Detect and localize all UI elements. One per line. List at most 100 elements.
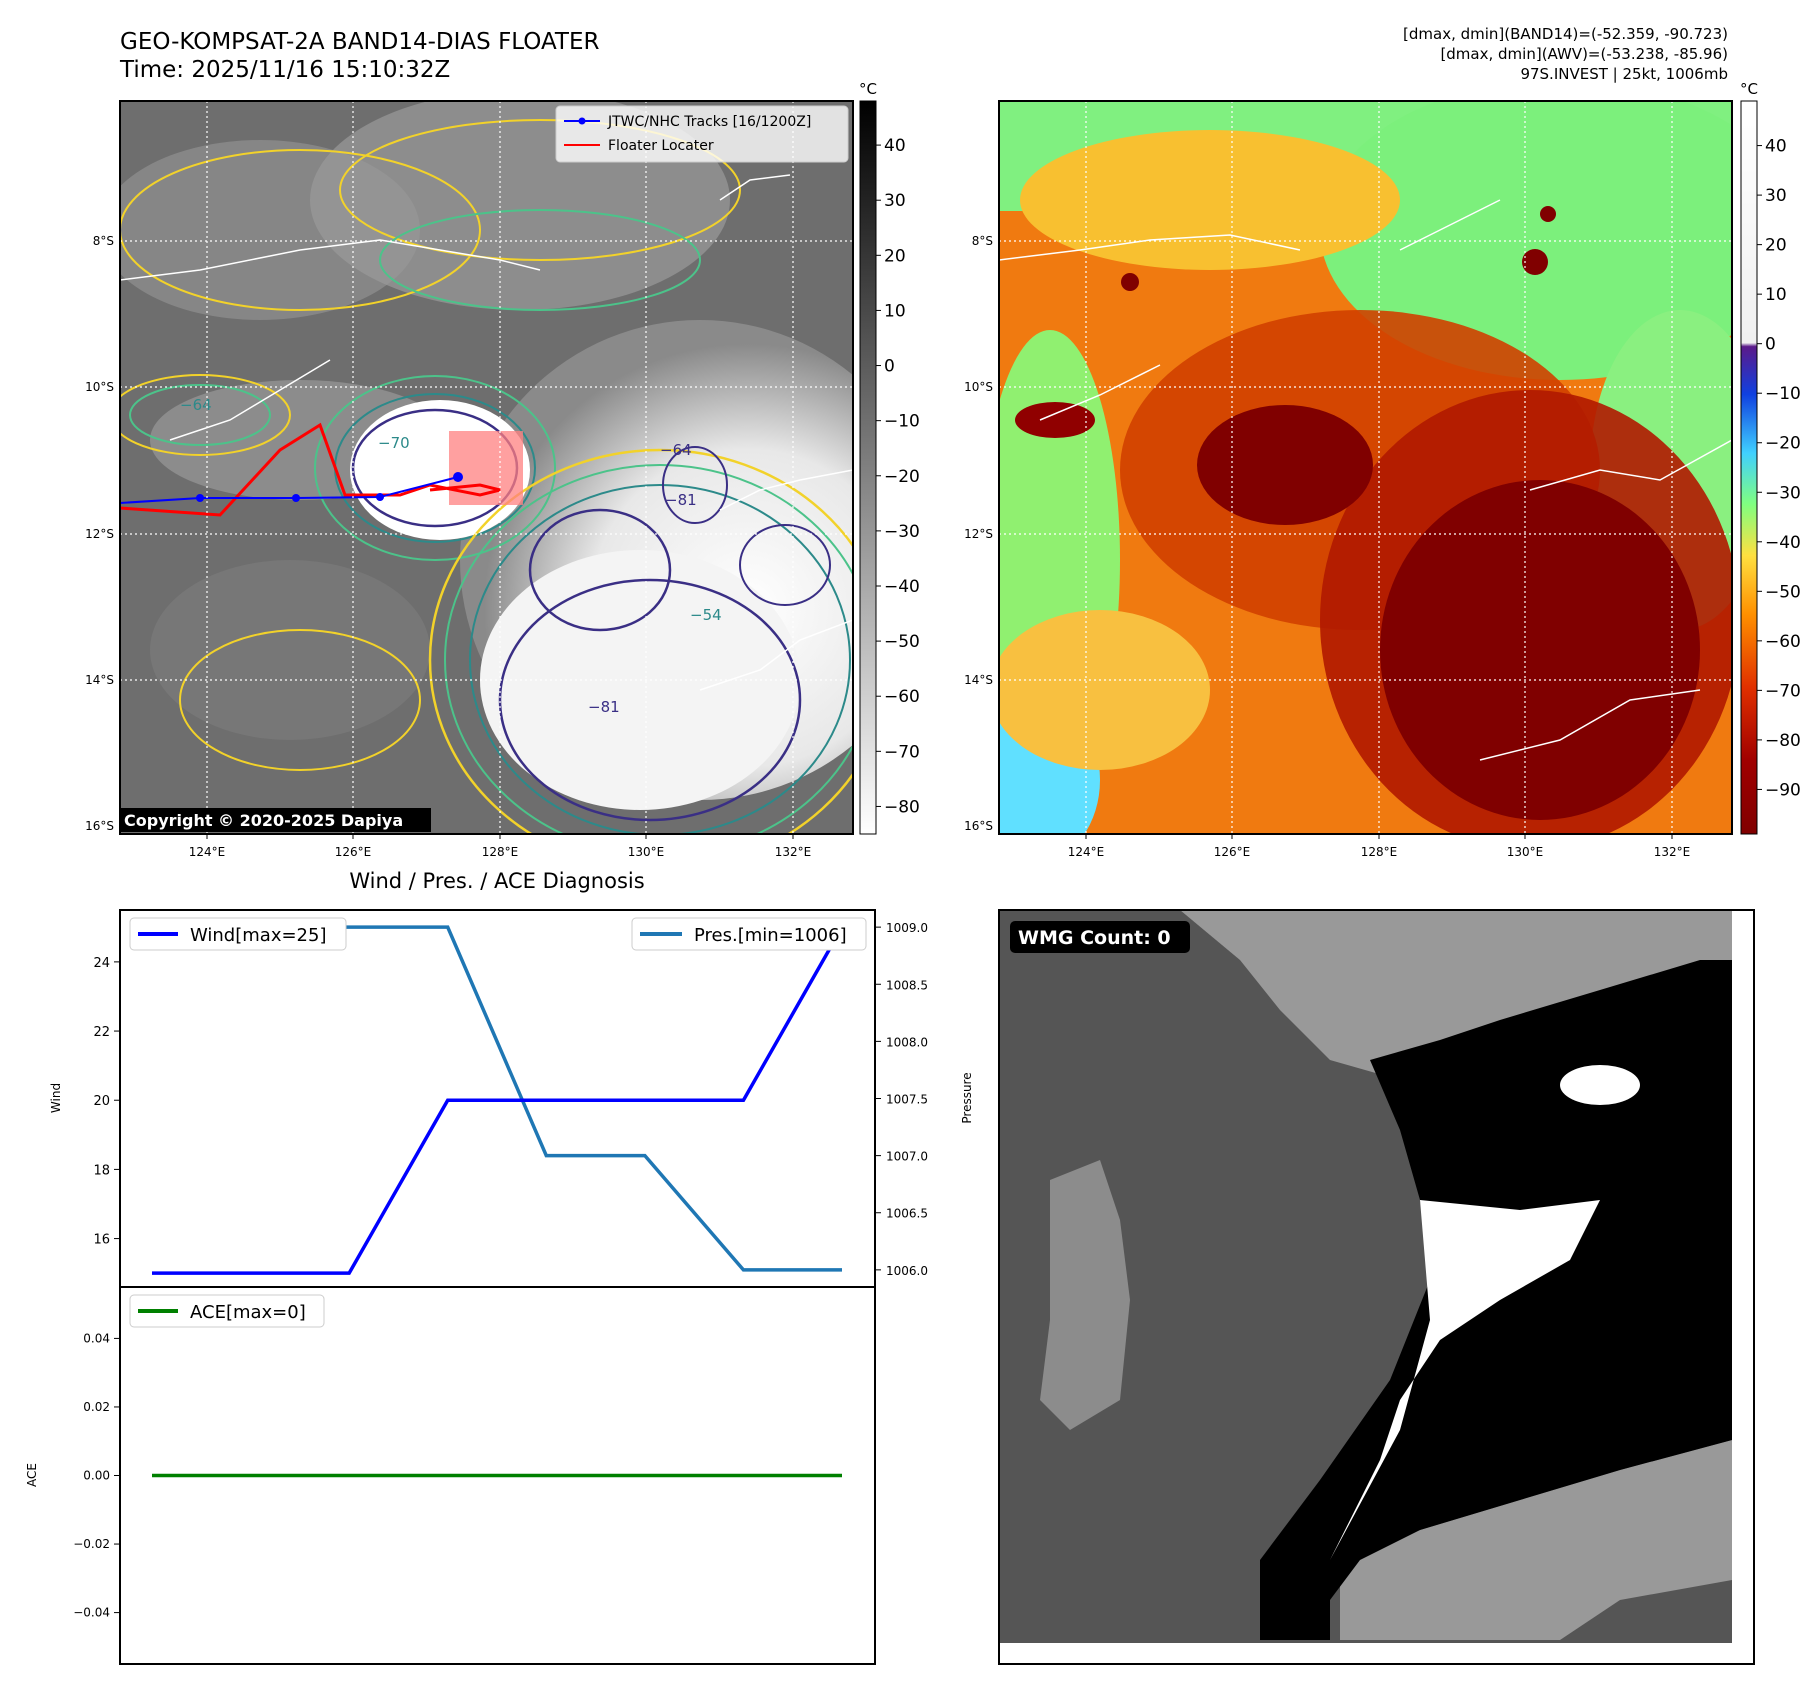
pressure-tick-label: 1006.5 xyxy=(886,1207,928,1221)
legend-label: JTWC/NHC Tracks [16/1200Z] xyxy=(607,114,811,130)
awv-cbar-tick-label: −20 xyxy=(1765,434,1801,454)
legend-marker-track xyxy=(578,117,586,125)
stats-block: [dmax, dmin](BAND14)=(-52.359, -90.723) … xyxy=(1403,24,1728,84)
awv-cbar-tick-label: 0 xyxy=(1765,335,1776,355)
figure-title: GEO-KOMPSAT-2A BAND14-DIAS FLOATER Time:… xyxy=(120,28,600,84)
ir-cbar-tick-label: −10 xyxy=(884,412,920,432)
title-line-1: GEO-KOMPSAT-2A BAND14-DIAS FLOATER xyxy=(120,29,600,55)
ace-tick-label: −0.04 xyxy=(73,1606,110,1620)
map-axis-ticks: 124°E 126°E 128°E 130°E 132°E 8°S 10°S 12°S 14°S… xyxy=(85,234,1690,859)
lon-tick-label: 130°E xyxy=(628,845,665,859)
awv-cbar-tick-label: −80 xyxy=(1765,731,1801,751)
lat-tick-label: 12°S xyxy=(85,527,114,541)
pressure-tick-label: 1009.0 xyxy=(886,921,928,935)
title-line-2: Time: 2025/11/16 15:10:32Z xyxy=(120,57,451,83)
awv-cbar-tick-label: −90 xyxy=(1765,780,1801,800)
ir-cbar-tick-label: −50 xyxy=(884,632,920,652)
awv-cbar-tick-label: −10 xyxy=(1765,384,1801,404)
lat-tick-label: 14°S xyxy=(964,673,993,687)
pressure-tick-label: 1008.0 xyxy=(886,1035,928,1049)
wmg-white-patch xyxy=(1560,1065,1640,1105)
ace-tick-label: 0.04 xyxy=(83,1331,110,1345)
lon-tick-label: 124°E xyxy=(1068,845,1105,859)
ace-axis-label: ACE xyxy=(25,1463,39,1487)
wind-series-line xyxy=(152,926,844,1275)
wmg-count-label: WMG Count: 0 xyxy=(1018,927,1171,949)
awv-grid xyxy=(999,101,1732,834)
awv-cbar-tick-label: −70 xyxy=(1765,681,1801,701)
wind-tick-label: 16 xyxy=(93,1233,110,1248)
track-point xyxy=(292,494,300,502)
awv-panel: °C 40 30 20 10 0 −10 −20 −30 −40 −50 −60 −70 −80 −90 xyxy=(998,80,1801,835)
lon-tick-label: 124°E xyxy=(189,845,226,859)
diagnosis-lines xyxy=(152,925,844,1478)
floater-locater-line xyxy=(120,422,501,517)
wmg-region-gray-top xyxy=(1180,910,1732,1080)
ir-cbar-tick-label: 20 xyxy=(884,246,906,266)
ir-cbar-tick-label: 30 xyxy=(884,191,906,211)
awv-cbar-tick-label: 40 xyxy=(1765,137,1787,157)
ir-cbar-tick-label: −80 xyxy=(884,797,920,817)
lat-tick-label: 16°S xyxy=(85,819,114,833)
diagnosis-title: Wind / Pres. / ACE Diagnosis xyxy=(349,869,644,893)
wind-legend: Wind[max=25] xyxy=(129,917,347,951)
awv-cbar-tick-label: 20 xyxy=(1765,236,1787,256)
track-point xyxy=(376,493,384,501)
awv-image xyxy=(999,101,1732,834)
ir-cbar-tick-label: −40 xyxy=(884,577,920,597)
ir-panel: −64 −70 −64 −81 −81 −54 JTWC/NHC Tracks … xyxy=(119,80,920,835)
lon-tick-label: 128°E xyxy=(482,845,519,859)
ir-cbar-tick-label: 10 xyxy=(884,301,906,321)
wmg-frame xyxy=(998,909,1755,1665)
lat-tick-label: 10°S xyxy=(85,380,114,394)
contour-label: −64 xyxy=(660,441,692,459)
lat-tick-label: 8°S xyxy=(93,234,114,248)
pressure-tick-label: 1008.5 xyxy=(886,978,928,992)
ir-colorbar-ticks: 40 30 20 10 0 −10 −20 −30 −40 −50 −60 −70 −80 xyxy=(876,136,920,817)
contour-label: −70 xyxy=(378,434,410,452)
ir-colorbar xyxy=(859,100,877,835)
wmg-region-gray-left xyxy=(1040,1160,1130,1430)
lon-tick-label: 128°E xyxy=(1361,845,1398,859)
ir-legend: JTWC/NHC Tracks [16/1200Z] Floater Locat… xyxy=(555,105,849,163)
contour-label: −81 xyxy=(588,698,620,716)
ace-tick-label: 0.00 xyxy=(83,1469,110,1483)
ir-image: −64 −70 −64 −81 −81 −54 xyxy=(120,101,853,834)
ir-cbar-tick-label: −70 xyxy=(884,742,920,762)
awv-cbar-tick-label: −50 xyxy=(1765,582,1801,602)
ir-grid xyxy=(120,101,853,834)
track-point xyxy=(453,472,463,482)
ir-frame xyxy=(119,100,854,835)
lat-tick-label: 14°S xyxy=(85,673,114,687)
ir-cbar-tick-label: −30 xyxy=(884,522,920,542)
wmg-count-badge xyxy=(1010,921,1190,953)
copyright-badge xyxy=(120,808,431,832)
track-point xyxy=(196,494,204,502)
awv-cbar-tick-label: −60 xyxy=(1765,632,1801,652)
lat-tick-label: 16°S xyxy=(964,819,993,833)
wmg-region-white xyxy=(1330,1200,1600,1560)
ace-legend: ACE[max=0] xyxy=(129,1294,325,1328)
wmg-panel: WMG Count: 0 xyxy=(998,909,1755,1665)
lon-tick-label: 130°E xyxy=(1507,845,1544,859)
legend-label: Floater Locater xyxy=(608,138,714,154)
pressure-legend: Pres.[min=1006] xyxy=(631,917,867,951)
legend-label-ace: ACE[max=0] xyxy=(190,1302,306,1323)
diagnosis-ticks: 16 18 20 22 24 1006.0 1006.5 1007.0 1007.5 1008.0… xyxy=(73,921,928,1619)
wind-tick-label: 24 xyxy=(93,956,110,971)
wind-tick-label: 22 xyxy=(93,1025,110,1040)
awv-cbar-tick-label: −30 xyxy=(1765,483,1801,503)
lon-tick-label: 126°E xyxy=(335,845,372,859)
pressure-tick-label: 1007.5 xyxy=(886,1093,928,1107)
wind-axis-label: Wind xyxy=(49,1083,63,1113)
contour-label: −81 xyxy=(665,491,697,509)
ir-cbar-tick-label: 0 xyxy=(884,357,895,377)
ir-cbar-tick-label: 40 xyxy=(884,136,906,156)
lat-tick-label: 10°S xyxy=(964,380,993,394)
legend-label-pressure: Pres.[min=1006] xyxy=(694,925,847,946)
diagnosis-panel: Wind / Pres. / ACE Diagnosis Wind Pressu… xyxy=(25,869,974,1665)
stats-line-1: [dmax, dmin](BAND14)=(-52.359, -90.723) xyxy=(1403,25,1728,43)
awv-colorbar xyxy=(1740,100,1758,835)
lon-tick-label: 132°E xyxy=(775,845,812,859)
